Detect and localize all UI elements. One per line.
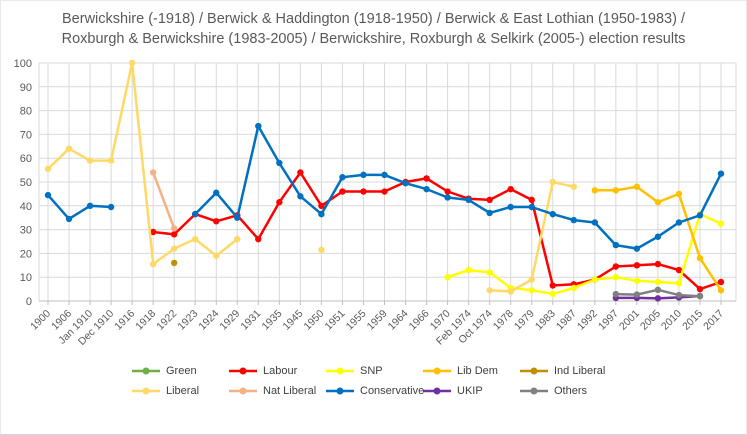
legend-label-nat-liberal: Nat Liberal <box>263 385 317 397</box>
svg-text:20: 20 <box>20 248 32 260</box>
svg-text:1950: 1950 <box>302 308 327 333</box>
legend-item-ukip: UKIP <box>422 385 519 397</box>
nat-liberal-line-marker-icon <box>229 387 257 395</box>
svg-text:1900: 1900 <box>28 308 53 333</box>
svg-text:1983: 1983 <box>533 308 558 333</box>
svg-text:1964: 1964 <box>386 308 411 333</box>
svg-text:0: 0 <box>26 296 32 308</box>
legend-label-liberal: Liberal <box>166 385 200 397</box>
ukip-line-marker-icon <box>423 387 451 395</box>
svg-text:1929: 1929 <box>217 308 242 333</box>
svg-text:1935: 1935 <box>259 308 284 333</box>
svg-text:1922: 1922 <box>154 308 179 333</box>
legend-item-lib-dem: Lib Dem <box>422 365 519 377</box>
legend-label-ukip: UKIP <box>457 385 483 397</box>
svg-text:1931: 1931 <box>238 308 263 333</box>
svg-text:2015: 2015 <box>680 308 705 333</box>
series-others <box>612 286 704 300</box>
svg-text:10: 10 <box>20 272 32 284</box>
legend-label-lib-dem: Lib Dem <box>457 365 498 377</box>
legend-item-ind-liberal: Ind Liberal <box>519 365 616 377</box>
series-lib-dem <box>591 183 725 294</box>
green-line-marker-icon <box>132 367 160 375</box>
svg-text:1966: 1966 <box>407 308 432 333</box>
snp-line-marker-icon <box>326 367 354 375</box>
svg-text:1992: 1992 <box>575 308 600 333</box>
svg-text:1951: 1951 <box>323 308 348 333</box>
series-ind-liberal <box>170 259 178 267</box>
svg-text:1978: 1978 <box>491 308 516 333</box>
svg-text:50: 50 <box>20 177 32 189</box>
svg-text:1959: 1959 <box>365 308 390 333</box>
gridlines <box>38 62 737 302</box>
svg-text:1918: 1918 <box>133 308 158 333</box>
labour-line-marker-icon <box>229 367 257 375</box>
legend-item-others: Others <box>519 385 616 397</box>
svg-text:60: 60 <box>20 153 32 165</box>
svg-text:1923: 1923 <box>175 308 200 333</box>
svg-text:2010: 2010 <box>659 308 684 333</box>
legend-item-snp: SNP <box>325 365 422 377</box>
legend-item-conservative: Conservative <box>325 385 425 397</box>
svg-text:1955: 1955 <box>344 308 369 333</box>
y-axis-labels: 0 10 20 30 40 50 60 70 80 90 100 <box>14 58 32 308</box>
svg-text:70: 70 <box>20 129 32 141</box>
legend-label-green: Green <box>166 365 197 377</box>
svg-text:1979: 1979 <box>512 308 537 333</box>
svg-text:2001: 2001 <box>617 308 642 333</box>
ind-liberal-line-marker-icon <box>520 367 548 375</box>
legend-label-conservative: Conservative <box>360 385 425 397</box>
legend-item-green: Green <box>131 365 228 377</box>
svg-text:90: 90 <box>20 82 32 94</box>
liberal-line-marker-icon <box>132 387 160 395</box>
legend-label-ind-liberal: Ind Liberal <box>554 365 606 377</box>
chart-legend: Green Labour SNP Lib Dem Ind Liberal Liberal N… <box>1 365 746 397</box>
x-axis <box>39 300 736 305</box>
svg-text:80: 80 <box>20 106 32 118</box>
svg-text:2005: 2005 <box>638 308 663 333</box>
svg-text:1945: 1945 <box>280 308 305 333</box>
legend-label-others: Others <box>554 385 588 397</box>
svg-text:30: 30 <box>20 225 32 237</box>
svg-text:1924: 1924 <box>196 308 221 333</box>
chart-title: Berwickshire (-1918) / Berwick & Hadding… <box>61 11 686 47</box>
legend-item-liberal: Liberal <box>131 385 228 397</box>
svg-text:100: 100 <box>14 58 32 70</box>
lib-dem-line-marker-icon <box>423 367 451 375</box>
svg-text:2017: 2017 <box>701 308 726 333</box>
svg-text:1987: 1987 <box>554 308 579 333</box>
series-liberal <box>44 59 577 295</box>
legend-label-labour: Labour <box>263 365 298 377</box>
legend-label-snp: SNP <box>360 365 383 377</box>
conservative-line-marker-icon <box>326 387 354 395</box>
legend-item-nat-liberal: Nat Liberal <box>228 385 325 397</box>
svg-text:40: 40 <box>20 201 32 213</box>
others-line-marker-icon <box>520 387 548 395</box>
series-snp <box>444 210 725 298</box>
series-conservative <box>44 122 725 252</box>
svg-text:1997: 1997 <box>596 308 621 333</box>
series-nat-liberal <box>149 169 178 232</box>
svg-text:1916: 1916 <box>112 308 137 333</box>
legend-item-labour: Labour <box>228 365 325 377</box>
